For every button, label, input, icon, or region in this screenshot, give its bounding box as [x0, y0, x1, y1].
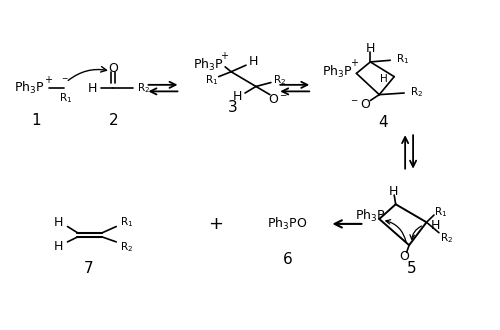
- Text: Ph$_3$P: Ph$_3$P: [193, 57, 224, 73]
- Text: H: H: [88, 82, 97, 95]
- Text: R$_1$: R$_1$: [434, 205, 447, 219]
- Text: 1: 1: [32, 113, 41, 128]
- Text: 2: 2: [108, 113, 118, 128]
- Text: 3: 3: [228, 100, 237, 115]
- Text: H: H: [232, 90, 242, 103]
- Text: H: H: [366, 42, 375, 55]
- Text: +: +: [44, 75, 52, 85]
- Text: 6: 6: [282, 252, 292, 267]
- Text: R$_2$: R$_2$: [440, 231, 453, 245]
- Text: H: H: [431, 219, 440, 232]
- Text: H: H: [54, 216, 64, 229]
- Text: O$^-$: O$^-$: [268, 93, 288, 106]
- Text: $^-$: $^-$: [60, 76, 69, 86]
- Text: R$_1$: R$_1$: [204, 73, 218, 87]
- Text: H: H: [54, 240, 64, 253]
- FancyArrowPatch shape: [386, 220, 406, 242]
- Text: 4: 4: [378, 115, 388, 130]
- Text: +: +: [208, 215, 222, 233]
- Text: R$_2$: R$_2$: [120, 240, 133, 254]
- Text: 5: 5: [407, 261, 416, 276]
- Text: +: +: [350, 57, 358, 68]
- FancyArrowPatch shape: [68, 67, 106, 81]
- Text: Ph$_3$PO: Ph$_3$PO: [267, 216, 308, 232]
- Text: R$_2$: R$_2$: [410, 85, 423, 99]
- Text: R$_1$: R$_1$: [60, 91, 72, 105]
- Text: H: H: [380, 74, 388, 84]
- Text: $^-$O: $^-$O: [349, 98, 372, 111]
- Text: R$_2$: R$_2$: [274, 73, 286, 87]
- Text: R$_2$: R$_2$: [136, 81, 149, 95]
- Text: H: H: [249, 55, 258, 68]
- Text: Ph$_3$P: Ph$_3$P: [356, 208, 386, 224]
- Text: R$_1$: R$_1$: [120, 215, 133, 229]
- Text: 7: 7: [84, 261, 93, 276]
- Text: Ph$_3$P: Ph$_3$P: [322, 64, 352, 80]
- Text: R$_1$: R$_1$: [396, 52, 409, 66]
- Text: H: H: [388, 185, 398, 198]
- Text: O: O: [399, 250, 409, 263]
- Text: O: O: [108, 62, 118, 75]
- Text: Ph$_3$P: Ph$_3$P: [14, 80, 44, 96]
- FancyArrowPatch shape: [410, 226, 422, 239]
- Text: +: +: [220, 51, 228, 61]
